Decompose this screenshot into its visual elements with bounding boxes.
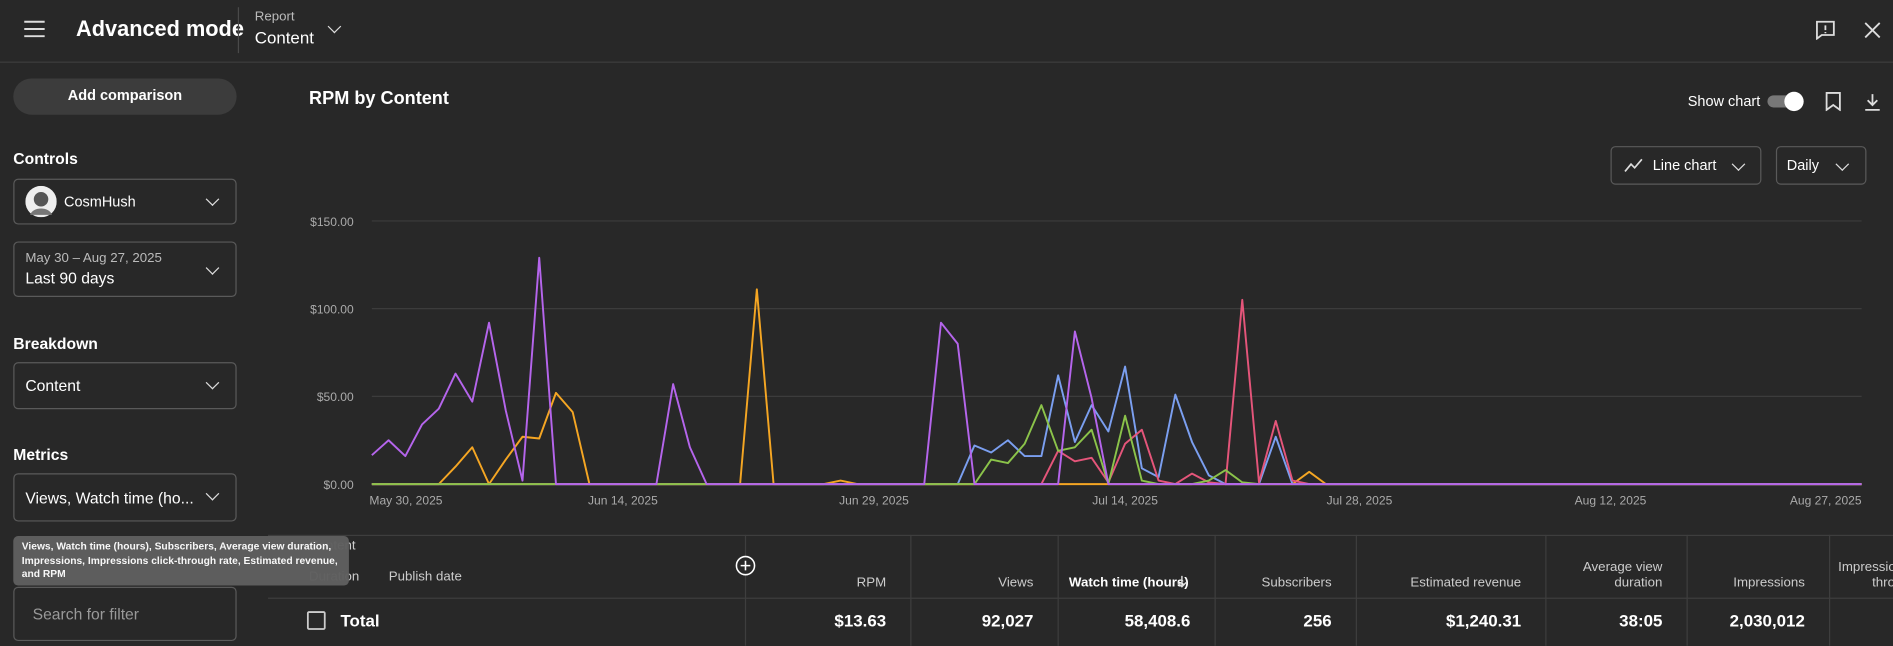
column-divider (1057, 534, 1059, 646)
series-line (371, 288, 1862, 486)
column-divider (1686, 534, 1688, 646)
row-checkbox[interactable] (306, 611, 326, 630)
line-chart: $0.00 $50.00 $100.00 $150.00 May 30, 2025 Jun… (310, 215, 1862, 508)
column-header: RPM (856, 575, 887, 591)
series-line (371, 256, 1862, 486)
x-tick-label: Aug 27, 2025 (1790, 494, 1862, 508)
metrics-value: Views, Watch time (ho... (25, 488, 194, 508)
column-divider (910, 534, 912, 646)
x-tick-label: Jul 28, 2025 (1327, 494, 1393, 508)
add-comparison-button[interactable]: Add comparison (13, 78, 237, 115)
column-header: Publish date (388, 569, 462, 585)
add-column-button[interactable] (735, 555, 756, 576)
total-label: Total (340, 610, 380, 631)
column-divider (744, 534, 747, 646)
date-range: May 30 – Aug 27, 2025 (25, 251, 162, 266)
column-divider (1355, 534, 1357, 646)
total-cell: 38:05 (1619, 610, 1663, 631)
channel-avatar (25, 185, 57, 218)
line-chart-icon (1624, 158, 1643, 172)
report-value[interactable]: Content (254, 27, 314, 48)
column-header: Views (998, 575, 1034, 591)
column-header: Impressions click-through rate (1838, 560, 1893, 591)
interval: Daily (1786, 156, 1819, 174)
series-line (371, 298, 1862, 486)
table-row-border (268, 597, 1893, 599)
chart-type: Line chart (1652, 156, 1717, 174)
total-cell: $13.63 (834, 610, 887, 631)
series-line (371, 404, 1862, 486)
chart-type-select[interactable] (1610, 146, 1762, 185)
channel-name: CosmHush (63, 193, 136, 211)
x-tick-label: Jul 14, 2025 (1092, 494, 1158, 508)
total-cell: 58,408.6 (1124, 610, 1191, 631)
bookmark-icon[interactable] (1825, 92, 1841, 112)
chart-title: RPM by Content (309, 88, 449, 109)
column-header: Average view duration (1582, 560, 1663, 591)
column-header: Subscribers (1261, 575, 1332, 591)
metrics-heading: Metrics (13, 445, 69, 464)
y-tick-label: $50.00 (317, 390, 354, 404)
column-divider (1214, 534, 1216, 646)
metrics-select[interactable] (13, 473, 237, 522)
x-tick-label: Aug 12, 2025 (1575, 494, 1647, 508)
report-label: Report (254, 9, 295, 25)
show-chart-toggle[interactable] (1766, 91, 1807, 113)
top-bar (0, 0, 1893, 63)
sort-arrow[interactable] (1176, 575, 1188, 589)
total-cell: $1,240.31 (1445, 610, 1522, 631)
y-tick-label: $150.00 (310, 215, 354, 229)
column-divider (1545, 534, 1547, 646)
series-line (371, 365, 1862, 486)
channel-select[interactable] (13, 178, 237, 225)
breakdown-heading: Breakdown (13, 334, 98, 353)
total-cell: 92,027 (981, 610, 1034, 631)
close-icon[interactable] (1864, 22, 1881, 39)
column-header: Watch time (hours) (1068, 575, 1189, 591)
divider (237, 7, 240, 54)
app-title: Advanced mode (76, 16, 244, 42)
menu-icon[interactable] (24, 19, 46, 38)
x-tick-label: May 30, 2025 (369, 494, 442, 508)
column-header: Impressions (1733, 575, 1805, 591)
metrics-tooltip: Views, Watch time (hours), Subscribers, … (13, 536, 349, 585)
date-preset: Last 90 days (25, 269, 115, 288)
total-cell: 256 (1303, 610, 1332, 631)
breakdown-select[interactable] (13, 362, 237, 410)
column-divider (1829, 534, 1831, 646)
x-tick-label: Jun 14, 2025 (588, 494, 658, 508)
show-chart-label: Show chart (1687, 92, 1761, 110)
date-select[interactable] (13, 241, 237, 297)
search-box[interactable] (13, 586, 237, 642)
search-placeholder: Search for filter (32, 604, 140, 623)
column-header: Estimated revenue (1410, 575, 1522, 591)
y-tick-label: $0.00 (324, 478, 354, 492)
controls-heading: Controls (13, 149, 78, 168)
total-cell: 2,030,012 (1729, 610, 1805, 631)
interval-select[interactable] (1775, 146, 1867, 185)
table-top-border (268, 534, 1893, 537)
y-tick-label: $100.00 (310, 302, 354, 316)
x-tick-label: Jun 29, 2025 (839, 494, 909, 508)
breakdown-value: Content (25, 376, 81, 395)
feedback-icon[interactable] (1816, 20, 1835, 40)
download-icon[interactable] (1864, 93, 1881, 111)
